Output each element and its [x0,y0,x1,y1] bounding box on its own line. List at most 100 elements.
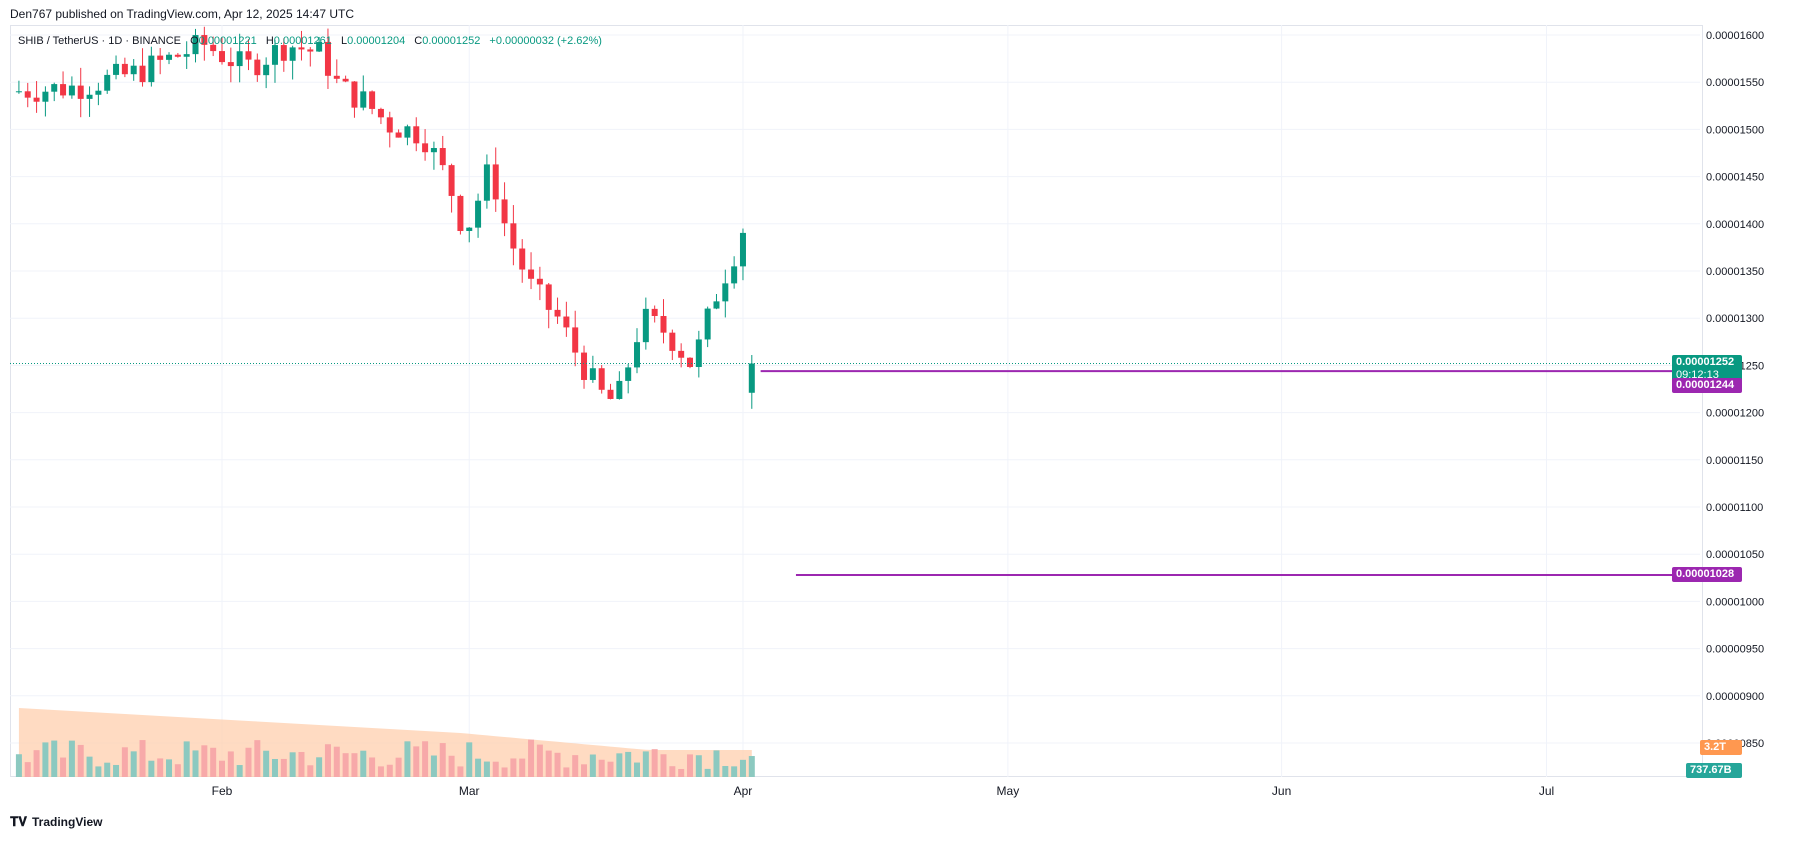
low-label: L [340,35,348,47]
candle-body [704,308,711,340]
volume-bar [192,750,199,777]
volume-bar [678,768,685,777]
upper-line-price-tag: 0.00001244 [1672,378,1742,394]
y-tick-label: 0.00000950 [1706,644,1764,656]
volume-tag: 737.67B [1686,763,1742,778]
candle-body [280,45,287,61]
candle-body [528,269,535,279]
candle-body [386,117,393,133]
volume-bar [536,744,543,777]
candle-body [466,227,473,231]
candle-body [245,51,252,60]
footer-brand[interactable]: 𝐓𝐕 TradingView [10,814,102,830]
volume-bar [236,765,243,777]
open-label: O [190,35,199,47]
candle-body [598,368,605,390]
candle-body [130,65,137,75]
candle-body [289,47,296,61]
candle-body [660,316,667,333]
volume-bar [15,754,22,777]
volume-bar [581,764,588,777]
y-tick-label: 0.00001400 [1706,219,1764,231]
high-label: H [265,35,274,47]
volume-bar [722,766,729,777]
volume-bar [254,740,261,777]
volume-bar [598,759,605,777]
candle-body [545,284,552,310]
volume-bar [130,751,137,777]
volume-bar [33,750,40,777]
volume-ma-tag: 3.2T [1700,740,1742,755]
volume-bar [104,762,111,777]
candle-body [113,63,120,75]
candle-body [157,55,164,60]
candle-body [174,54,181,57]
candle-body [686,357,693,368]
volume-bar [642,751,649,777]
volume-bar [589,754,596,777]
volume-bar [457,766,464,777]
candle-body [404,126,411,138]
y-tick-label: 0.00001000 [1706,596,1764,608]
candle-body [739,232,746,267]
symbol-title: SHIB / TetherUS · 1D · BINANCE [18,35,182,47]
volume-bar [95,766,102,777]
volume-bar [113,764,120,777]
volume-bar [298,751,305,777]
volume-bar [634,762,641,777]
candle-body [581,352,588,380]
candle-body [430,148,437,153]
candle-body [625,367,632,381]
close-label: C [414,35,423,47]
candle-body [422,143,429,153]
y-tick-label: 0.00001050 [1706,549,1764,561]
candle-body [33,97,40,102]
volume-bar [607,761,614,777]
volume-bar [271,758,278,777]
volume-bar [492,761,499,777]
volume-bar [183,741,190,777]
candle-body [104,74,111,91]
candle-body [554,309,561,317]
candle-body [669,332,676,351]
candle-body [298,47,305,50]
volume-bar [660,754,667,777]
volume-bar [201,745,208,777]
close-value: 0.00001252 [422,35,481,47]
volume-bar [68,740,75,777]
candle-body [236,51,243,67]
volume-bar [545,750,552,777]
volume-bar [307,765,314,777]
volume-bar [60,757,67,777]
candle-body [492,164,499,200]
x-tick-label: Jun [1272,784,1291,798]
low-value: 0.00001204 [347,35,406,47]
volume-bar [731,766,738,777]
candle-body [748,363,755,393]
y-tick-label: 0.00001500 [1706,124,1764,136]
volume-bar [625,751,632,777]
candle-body [475,200,482,228]
y-tick-label: 0.00001600 [1706,30,1764,42]
y-tick-label: 0.00001150 [1706,455,1763,467]
x-tick-label: Feb [212,784,233,798]
candle-body [607,389,614,399]
candle-body [395,132,402,138]
open-value: 0.00001221 [198,35,257,47]
volume-bar [739,759,746,777]
candle-body [86,94,93,99]
candle-body [342,78,349,82]
x-tick-label: Apr [734,784,753,798]
volume-bar [157,758,164,777]
volume-bar [501,767,508,777]
volume-bar [342,753,349,777]
volume-bar [616,753,623,777]
volume-bar [466,742,473,777]
volume-bar [333,746,340,777]
candle-body [307,49,314,52]
candle-body [148,55,155,83]
y-tick-label: 0.00001300 [1706,313,1764,325]
last-price-value: 0.00001252 [1676,355,1735,368]
volume-bar [404,741,411,777]
